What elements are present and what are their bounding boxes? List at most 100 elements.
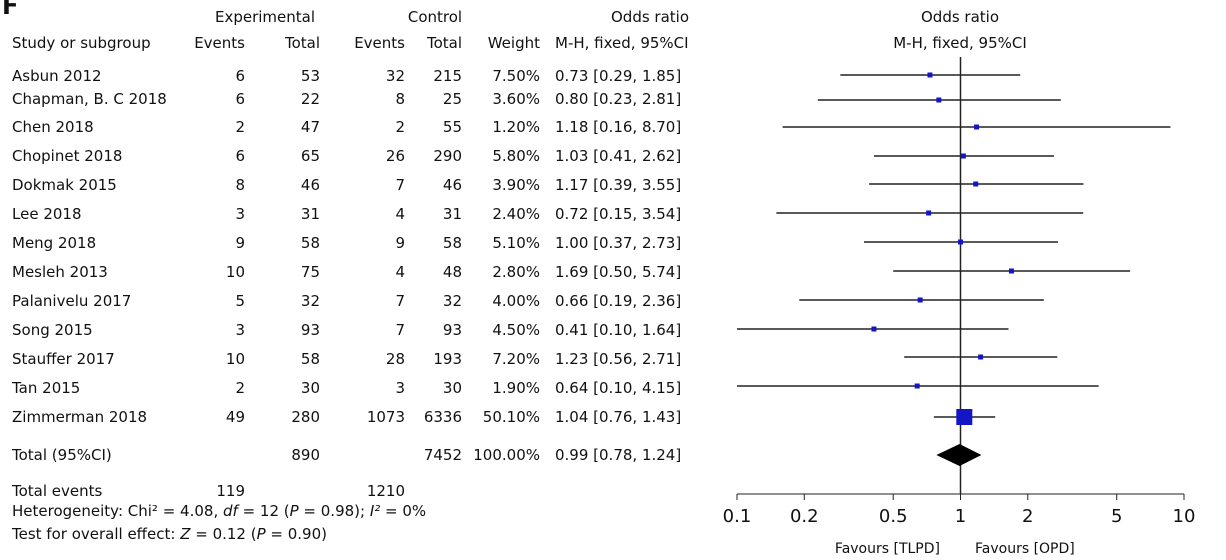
row-exp-total: 93 (300, 321, 320, 339)
header-ctl-events: Events (354, 34, 405, 52)
header-exp-total: Total (284, 34, 320, 52)
x-tick-label: 5 (1111, 506, 1122, 527)
x-tick-label: 2 (1022, 506, 1033, 527)
row-study-name: Asbun 2012 (12, 67, 102, 85)
row-study-name: Stauffer 2017 (12, 350, 115, 368)
row-exp-events: 6 (235, 147, 245, 165)
row-ctl-events: 2 (395, 118, 405, 136)
row-ci-text: 1.17 [0.39, 3.55] (555, 176, 682, 194)
plot-method: M-H, fixed, 95%CI (893, 34, 1027, 52)
row-exp-events: 5 (235, 292, 245, 310)
row-ctl-events: 26 (385, 147, 405, 165)
row-ci-text: 0.72 [0.15, 3.54] (555, 205, 682, 223)
point-estimate (974, 124, 980, 130)
row-weight: 2.80% (492, 263, 540, 281)
row-ci-text: 1.03 [0.41, 2.62] (555, 147, 682, 165)
row-ci-text: 1.23 [0.56, 2.71] (555, 350, 682, 368)
point-estimate (958, 239, 963, 245)
row-ctl-events: 28 (385, 350, 405, 368)
row-exp-total: 46 (300, 176, 320, 194)
row-ctl-total: 30 (442, 379, 462, 397)
row-ctl-total: 215 (433, 67, 462, 85)
header-method: M-H, fixed, 95%CI (555, 34, 689, 52)
header-ctl-total: Total (426, 34, 462, 52)
row-exp-total: 31 (300, 205, 320, 223)
row-exp-events: 2 (235, 118, 245, 136)
total-ci: 0.99 [0.78, 1.24] (555, 446, 682, 464)
header-study: Study or subgroup (12, 34, 151, 52)
row-exp-total: 58 (300, 234, 320, 252)
row-weight: 7.20% (492, 350, 540, 368)
row-ci-text: 1.04 [0.76, 1.43] (555, 408, 682, 426)
row-study-name: Mesleh 2013 (12, 263, 108, 281)
point-estimate (960, 153, 966, 159)
row-weight: 5.10% (492, 234, 540, 252)
row-weight: 4.50% (492, 321, 540, 339)
row-study-name: Zimmerman 2018 (12, 408, 148, 426)
total-ctl-total: 7452 (423, 446, 462, 464)
row-study-name: Dokmak 2015 (12, 176, 117, 194)
point-estimate (871, 326, 877, 332)
row-ctl-total: 58 (442, 234, 462, 252)
row-exp-total: 22 (300, 90, 320, 108)
row-ci-text: 0.41 [0.10, 1.64] (555, 321, 682, 339)
row-study-name: Chopinet 2018 (12, 147, 123, 165)
header-odds-ratio: Odds ratio (610, 8, 690, 26)
point-estimate (1008, 268, 1014, 274)
row-study-name: Chen 2018 (12, 118, 94, 136)
row-exp-events: 10 (225, 263, 245, 281)
total-events-exp: 119 (216, 482, 245, 500)
row-exp-total: 58 (300, 350, 320, 368)
row-exp-events: 8 (235, 176, 245, 194)
row-ctl-events: 4 (395, 205, 405, 223)
row-exp-total: 65 (300, 147, 320, 165)
row-weight: 4.00% (492, 292, 540, 310)
point-estimate (926, 210, 932, 216)
row-exp-events: 9 (235, 234, 245, 252)
row-weight: 5.80% (492, 147, 540, 165)
row-ci-text: 1.18 [0.16, 8.70] (555, 118, 682, 136)
header-experimental: Experimental (214, 8, 316, 26)
row-ctl-events: 1073 (366, 408, 405, 426)
row-weight: 1.20% (492, 118, 540, 136)
row-ci-text: 0.64 [0.10, 4.15] (555, 379, 682, 397)
x-tick-label: 0.5 (879, 506, 908, 527)
row-exp-events: 3 (235, 205, 245, 223)
row-study-name: Song 2015 (12, 321, 93, 339)
overall-effect-text: Test for overall effect: Z = 0.12 (P = 0… (12, 525, 327, 543)
row-weight: 1.90% (492, 379, 540, 397)
row-study-name: Meng 2018 (12, 234, 97, 252)
total-exp-total: 890 (291, 446, 320, 464)
row-ctl-events: 7 (395, 176, 405, 194)
row-study-name: Lee 2018 (12, 205, 82, 223)
row-ctl-total: 290 (433, 147, 462, 165)
pooled-diamond (936, 444, 982, 466)
panel-letter: F (2, 0, 19, 20)
x-tick-label: 1 (955, 506, 966, 527)
row-weight: 3.90% (492, 176, 540, 194)
x-tick-label: 10 (1173, 506, 1196, 527)
heterogeneity-text: Heterogeneity: Chi² = 4.08, df = 12 (P =… (12, 502, 427, 520)
total-label: Total (95%CI) (12, 446, 112, 464)
point-estimate (978, 354, 984, 360)
row-ctl-total: 31 (442, 205, 462, 223)
point-estimate (936, 97, 942, 103)
point-estimate (917, 297, 923, 303)
point-estimate (927, 72, 933, 78)
row-study-name: Tan 2015 (12, 379, 81, 397)
row-exp-total: 32 (300, 292, 320, 310)
row-weight: 3.60% (492, 90, 540, 108)
row-ci-text: 1.69 [0.50, 5.74] (555, 263, 682, 281)
row-ctl-total: 46 (442, 176, 462, 194)
row-exp-total: 75 (300, 263, 320, 281)
x-tick-label: 0.1 (723, 506, 752, 527)
row-ctl-events: 4 (395, 263, 405, 281)
plot-title: Odds ratio (920, 8, 1000, 26)
row-ctl-events: 8 (395, 90, 405, 108)
point-estimate (914, 383, 920, 389)
row-ctl-total: 93 (442, 321, 462, 339)
row-exp-total: 53 (300, 67, 320, 85)
row-ctl-total: 193 (433, 350, 462, 368)
total-events-label: Total events (12, 482, 103, 500)
row-ctl-total: 55 (442, 118, 462, 136)
